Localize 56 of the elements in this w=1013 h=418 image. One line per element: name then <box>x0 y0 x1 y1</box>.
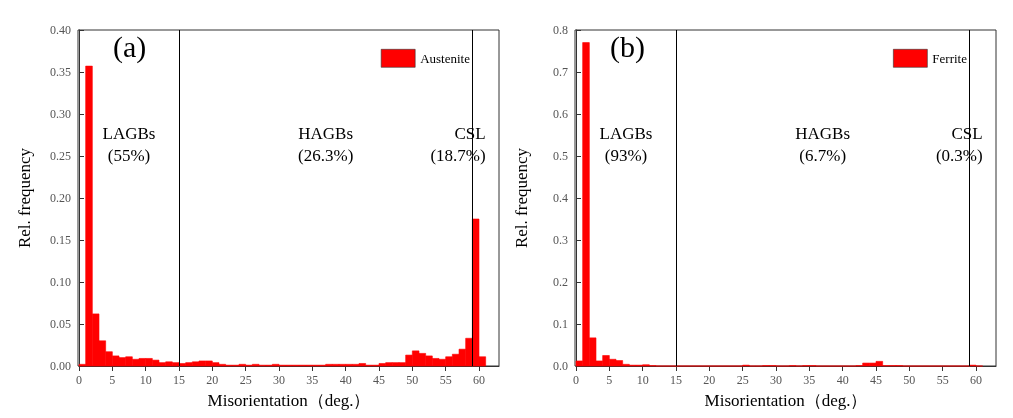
y-tick-label: 0.4 <box>553 191 568 205</box>
legend-label: Ferrite <box>932 50 968 66</box>
chart-title: (a) <box>113 29 147 64</box>
x-tick-label: 55 <box>439 373 452 387</box>
y-tick-label: 0.8 <box>553 23 568 37</box>
x-tick-label: 35 <box>803 373 816 387</box>
x-tick-label: 15 <box>173 373 185 387</box>
y-axis-title: Rel. frequency <box>15 147 34 249</box>
x-tick-label: 10 <box>139 373 152 387</box>
y-tick-label: 0.40 <box>50 23 71 37</box>
y-tick-label: 0.6 <box>553 107 568 121</box>
y-tick-label: 0.35 <box>50 65 71 79</box>
y-tick-label: 0.15 <box>50 233 71 247</box>
x-tick-label: 15 <box>670 373 682 387</box>
x-tick-label: 20 <box>206 373 219 387</box>
x-axis-title: Misorientation（deg.） <box>704 391 868 410</box>
chart-title: (b) <box>610 29 645 64</box>
y-tick-label: 0.30 <box>50 107 71 121</box>
y-tick-label: 0.05 <box>50 317 71 331</box>
x-tick-label: 50 <box>903 373 916 387</box>
x-tick-label: 20 <box>703 373 716 387</box>
x-tick-label: 25 <box>239 373 252 387</box>
x-tick-label: 60 <box>473 373 485 387</box>
annotation: LAGBs (55%) <box>102 123 156 165</box>
y-tick-label: 0.7 <box>553 65 568 79</box>
x-tick-label: 30 <box>273 373 285 387</box>
y-axis-title: Rel. frequency <box>512 147 531 249</box>
x-tick-label: 25 <box>736 373 749 387</box>
x-tick-label: 45 <box>870 373 882 387</box>
x-tick-label: 45 <box>373 373 385 387</box>
x-tick-label: 60 <box>970 373 982 387</box>
x-tick-label: 0 <box>573 373 579 387</box>
x-tick-label: 35 <box>306 373 319 387</box>
y-tick-label: 0.5 <box>553 149 568 163</box>
x-tick-label: 40 <box>836 373 849 387</box>
y-tick-label: 0.00 <box>50 359 71 373</box>
y-tick-label: 0.1 <box>553 317 568 331</box>
y-tick-label: 0.2 <box>553 275 568 289</box>
annotation: HAGBs (26.3%) <box>298 123 354 165</box>
x-tick-label: 5 <box>606 373 613 387</box>
x-tick-label: 40 <box>339 373 352 387</box>
x-tick-label: 50 <box>406 373 419 387</box>
x-tick-label: 5 <box>109 373 116 387</box>
annotation: HAGBs (6.7%) <box>795 123 851 165</box>
y-tick-label: 0.0 <box>553 359 568 373</box>
y-tick-label: 0.10 <box>50 275 71 289</box>
annotation: LAGBs (93%) <box>599 123 653 165</box>
y-tick-label: 0.3 <box>553 233 568 247</box>
x-tick-label: 10 <box>636 373 649 387</box>
x-tick-label: 0 <box>76 373 82 387</box>
y-tick-label: 0.25 <box>50 149 71 163</box>
y-tick-label: 0.20 <box>50 191 71 205</box>
x-tick-label: 30 <box>770 373 782 387</box>
x-axis-title: Misorientation（deg.） <box>207 391 371 410</box>
x-tick-label: 55 <box>936 373 949 387</box>
legend-label: Austenite <box>420 50 471 66</box>
